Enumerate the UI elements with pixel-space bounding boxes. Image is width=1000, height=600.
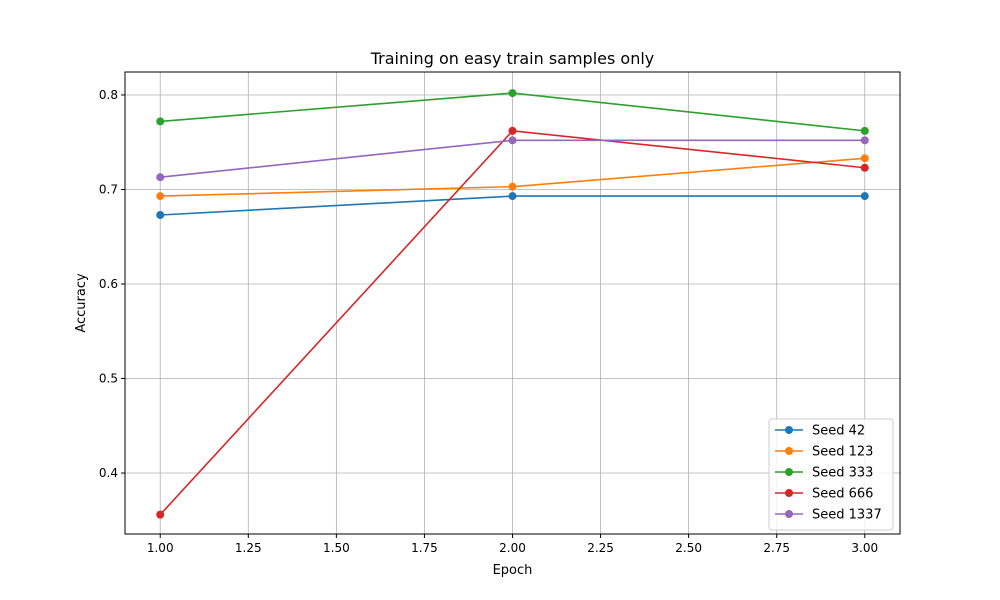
legend-label-seed-333: Seed 333 bbox=[812, 466, 873, 481]
legend-label-seed-123: Seed 123 bbox=[812, 445, 873, 460]
chart-title: Training on easy train samples only bbox=[370, 49, 655, 68]
data-point-seed-333 bbox=[860, 126, 869, 135]
legend-marker-seed-1337 bbox=[785, 510, 793, 518]
y-tick-label: 0.5 bbox=[99, 372, 118, 386]
x-tick-label: 3.00 bbox=[851, 541, 878, 555]
x-tick-label: 1.75 bbox=[411, 541, 438, 555]
x-axis-label: Epoch bbox=[493, 563, 533, 578]
legend-label-seed-42: Seed 42 bbox=[812, 424, 865, 439]
data-point-seed-666 bbox=[156, 510, 165, 519]
x-tick-label: 1.25 bbox=[235, 541, 262, 555]
data-point-seed-1337 bbox=[860, 136, 869, 145]
data-point-seed-42 bbox=[860, 192, 869, 201]
data-point-seed-666 bbox=[508, 126, 517, 135]
x-tick-label: 2.00 bbox=[499, 541, 526, 555]
legend-label-seed-666: Seed 666 bbox=[812, 487, 873, 502]
legend-label-seed-1337: Seed 1337 bbox=[812, 508, 882, 523]
data-point-seed-666 bbox=[860, 163, 869, 172]
y-tick-label: 0.4 bbox=[99, 466, 118, 480]
data-point-seed-42 bbox=[156, 211, 165, 220]
x-tick-label: 1.00 bbox=[147, 541, 174, 555]
data-point-seed-42 bbox=[508, 192, 517, 201]
data-point-seed-333 bbox=[508, 89, 517, 98]
y-axis-ticks: 0.4 0.5 0.6 0.7 0.8 bbox=[99, 88, 125, 480]
data-point-seed-123 bbox=[156, 192, 165, 201]
y-axis-label: Accuracy bbox=[74, 273, 89, 333]
y-tick-label: 0.8 bbox=[99, 88, 118, 102]
data-point-seed-123 bbox=[508, 182, 517, 191]
x-tick-label: 2.25 bbox=[587, 541, 614, 555]
x-tick-label: 2.75 bbox=[763, 541, 790, 555]
data-point-seed-1337 bbox=[156, 173, 165, 182]
x-tick-label: 2.50 bbox=[675, 541, 702, 555]
x-axis-ticks: 1.00 1.25 1.50 1.75 2.00 2.25 2.50 2.75 3.00 bbox=[147, 534, 878, 555]
data-point-seed-333 bbox=[156, 117, 165, 126]
legend: Seed 42 Seed 123 Seed 333 Seed 666 Seed 1337 bbox=[768, 418, 894, 531]
data-point-seed-1337 bbox=[508, 136, 517, 145]
y-tick-label: 0.7 bbox=[99, 182, 118, 196]
legend-box bbox=[768, 418, 894, 531]
x-tick-label: 1.50 bbox=[323, 541, 350, 555]
legend-marker-seed-42 bbox=[785, 426, 793, 434]
legend-marker-seed-123 bbox=[785, 447, 793, 455]
y-tick-label: 0.6 bbox=[99, 277, 118, 291]
legend-marker-seed-333 bbox=[785, 468, 793, 476]
data-point-seed-123 bbox=[860, 154, 869, 163]
legend-marker-seed-666 bbox=[785, 489, 793, 497]
series-group bbox=[156, 89, 869, 519]
